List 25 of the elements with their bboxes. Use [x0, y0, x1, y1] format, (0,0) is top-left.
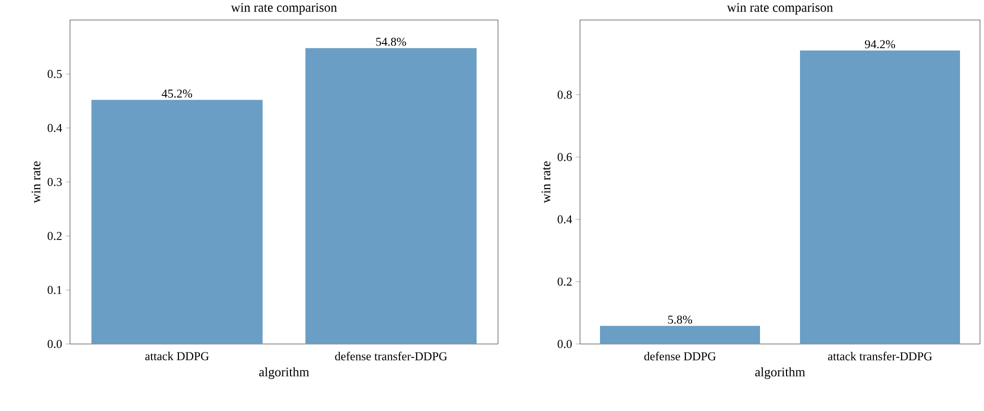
y-tick-label: 0.6 [558, 152, 572, 162]
data-label: 5.8% [668, 316, 692, 324]
x-tick-label: defense transfer-DDPG [335, 352, 447, 360]
y-tick-label: 0.3 [48, 178, 62, 186]
chart-title: win rate comparison [230, 3, 337, 14]
y-tick-label: 0.8 [558, 90, 572, 99]
data-label: 94.2% [864, 40, 896, 48]
x-axis-title: algorithm [259, 367, 310, 380]
data-label: 54.8% [376, 38, 406, 46]
y-tick-label: 0.0 [558, 340, 572, 348]
y-tick-label: 0.0 [48, 340, 62, 348]
y-tick-label: 0.4 [558, 215, 572, 224]
chart-title: win rate comparison [726, 3, 833, 14]
y-axis-title: win rate [32, 161, 40, 204]
data-label: 45.2% [162, 90, 192, 98]
x-tick-label: attack DDPG [145, 352, 209, 360]
x-axis-title: algorithm [755, 367, 806, 380]
x-tick-label: defense DDPG [644, 352, 716, 360]
y-tick-label: 0.5 [48, 70, 62, 78]
y-tick-label: 0.1 [48, 286, 62, 294]
y-axis-title: win rate [542, 161, 550, 204]
x-tick-label: attack transfer-DDPG [828, 352, 932, 360]
y-tick-label: 0.2 [48, 232, 62, 240]
y-tick-label: 0.2 [558, 278, 572, 286]
y-tick-label: 0.4 [48, 124, 62, 132]
